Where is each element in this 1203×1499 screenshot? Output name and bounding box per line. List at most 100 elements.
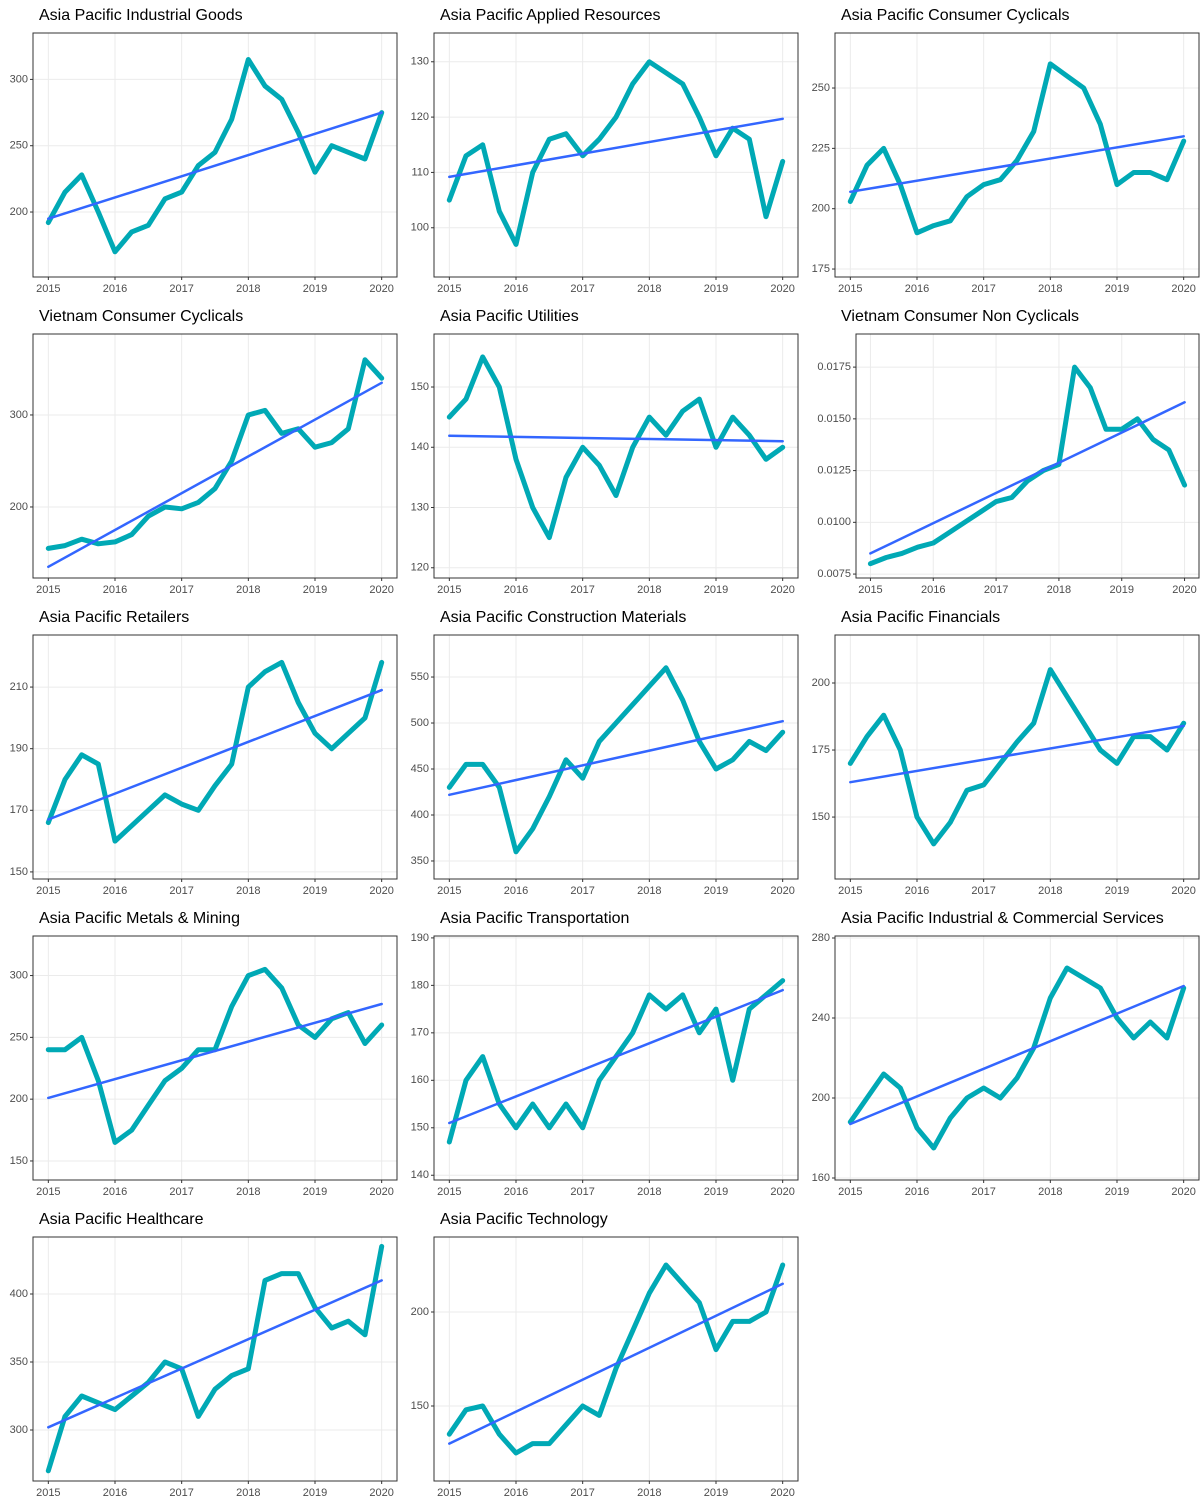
x-tick-label: 2015 (858, 584, 882, 596)
y-tick-label: 160 (812, 1172, 830, 1184)
x-tick-label: 2019 (303, 1186, 327, 1198)
plot-border (433, 32, 799, 278)
x-tick-label: 2019 (303, 1487, 327, 1499)
y-tick-label: 175 (812, 263, 830, 275)
x-tick-label: 2020 (369, 1186, 393, 1198)
x-tick-label: 2019 (704, 885, 728, 897)
panel: Asia Pacific Healthcare 2015 2016 2017 2018 2… (10, 1211, 398, 1499)
panel-title: Asia Pacific Financials (841, 609, 1000, 626)
trend-line (448, 434, 784, 443)
y-tick-label: 225 (812, 142, 830, 154)
x-tick-label: 2019 (303, 283, 327, 295)
plot-border (32, 634, 398, 880)
y-tick-label: 200 (10, 206, 28, 218)
x-tick-label: 2019 (704, 1487, 728, 1499)
x-tick-label: 2017 (570, 1487, 594, 1499)
price-line (446, 1262, 786, 1456)
x-tick-label: 2016 (905, 1186, 929, 1198)
y-tick-label: 450 (411, 763, 429, 775)
x-tick-label: 2020 (1172, 584, 1196, 596)
plot-area (33, 1237, 397, 1481)
y-tick-label: 0.0125 (817, 464, 851, 476)
y-tick-label: 150 (10, 1155, 28, 1167)
x-tick-label: 2018 (1038, 1186, 1062, 1198)
x-tick-label: 2020 (770, 1487, 794, 1499)
trend-line (448, 117, 784, 179)
plot-area (434, 1237, 798, 1481)
y-tick-label: 170 (10, 804, 28, 816)
x-tick-label: 2017 (984, 584, 1008, 596)
x-tick-label: 2019 (1109, 584, 1133, 596)
trend-line (448, 988, 784, 1125)
y-tick-label: 120 (411, 111, 429, 123)
x-tick-label: 2018 (637, 584, 661, 596)
x-tick-label: 2016 (905, 283, 929, 295)
panel: Asia Pacific Transportation 2015 2016 2017 2… (411, 910, 799, 1198)
series-group (847, 667, 1187, 847)
y-tick-label: 550 (411, 671, 429, 683)
x-tick-label: 2017 (169, 885, 193, 897)
y-tick-label: 180 (411, 979, 429, 991)
trend-line (849, 724, 1185, 784)
x-tick-label: 2015 (437, 283, 461, 295)
price-line (446, 354, 786, 541)
x-tick-label: 2019 (303, 885, 327, 897)
y-tick-label: 130 (411, 501, 429, 513)
y-tick-label: 150 (812, 811, 830, 823)
x-tick-label: 2018 (236, 1487, 260, 1499)
trend-line (448, 1282, 784, 1445)
panel: Asia Pacific Financials 2015 2016 2017 2018 2… (812, 609, 1200, 897)
y-tick-label: 300 (10, 73, 28, 85)
x-tick-label: 2017 (971, 885, 995, 897)
x-tick-label: 2019 (704, 1186, 728, 1198)
y-tick-label: 240 (812, 1012, 830, 1024)
y-tick-label: 100 (411, 222, 429, 234)
price-line (847, 61, 1187, 236)
plot-border (32, 1236, 398, 1482)
x-tick-label: 2017 (570, 283, 594, 295)
series-group (446, 665, 786, 855)
x-tick-label: 2019 (704, 283, 728, 295)
price-line (45, 57, 385, 255)
price-line (45, 659, 385, 844)
plot-border (834, 935, 1200, 1181)
series-group (45, 659, 385, 844)
y-tick-label: 130 (411, 56, 429, 68)
panel-title: Asia Pacific Transportation (440, 910, 629, 927)
x-tick-label: 2015 (36, 885, 60, 897)
x-tick-label: 2019 (303, 584, 327, 596)
x-tick-label: 2019 (704, 584, 728, 596)
x-tick-label: 2015 (838, 885, 862, 897)
x-tick-label: 2018 (236, 283, 260, 295)
trend-line (47, 688, 383, 821)
x-tick-label: 2016 (103, 584, 127, 596)
x-tick-label: 2018 (637, 1487, 661, 1499)
x-tick-label: 2016 (103, 1487, 127, 1499)
x-tick-label: 2017 (971, 283, 995, 295)
x-tick-label: 2017 (169, 1487, 193, 1499)
x-tick-label: 2016 (103, 1186, 127, 1198)
trend-line (849, 984, 1185, 1126)
panel: Vietnam Consumer Cyclicals 2015 2016 2017 20… (10, 308, 398, 596)
series-group (446, 59, 786, 247)
y-tick-label: 400 (10, 1288, 28, 1300)
x-tick-label: 2020 (369, 885, 393, 897)
plot-area (835, 936, 1199, 1180)
series-group (867, 364, 1188, 567)
x-tick-label: 2018 (637, 283, 661, 295)
x-tick-label: 2018 (637, 885, 661, 897)
plot-area (835, 635, 1199, 879)
series-group (446, 1262, 786, 1456)
y-tick-label: 150 (10, 866, 28, 878)
y-tick-label: 200 (812, 203, 830, 215)
panel: Asia Pacific Applied Resources 2015 2016 20… (411, 7, 799, 295)
x-tick-label: 2016 (103, 283, 127, 295)
plot-border (433, 333, 799, 579)
x-tick-label: 2015 (437, 885, 461, 897)
panel-title: Asia Pacific Applied Resources (440, 7, 661, 24)
x-tick-label: 2017 (169, 283, 193, 295)
panel-title: Asia Pacific Healthcare (39, 1211, 204, 1228)
x-tick-label: 2019 (1105, 885, 1129, 897)
y-tick-label: 170 (411, 1027, 429, 1039)
